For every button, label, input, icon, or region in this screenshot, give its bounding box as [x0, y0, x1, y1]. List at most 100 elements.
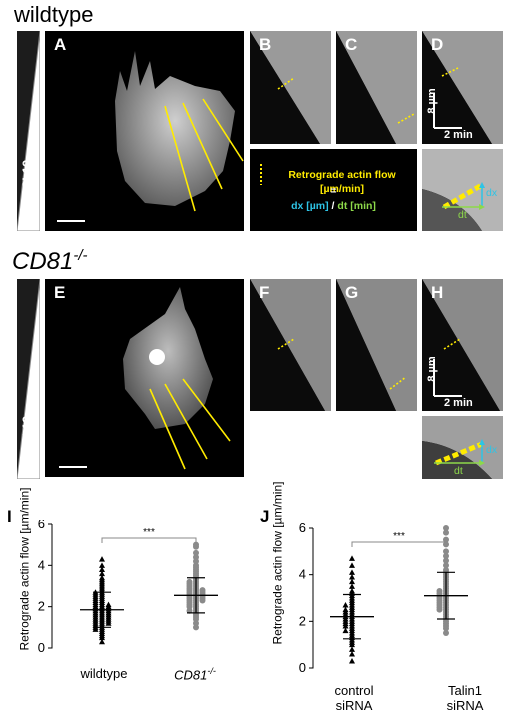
- chart-j-point-0-42: [349, 555, 355, 561]
- chart-i-point-1-0: [193, 624, 199, 631]
- ccl19-gradient-wedge: [17, 31, 40, 231]
- scale-bar-8um-2: 8 µm: [426, 356, 438, 382]
- scale-bar-2min-2: 2 min: [444, 397, 473, 409]
- panel-e-micrograph: E: [45, 279, 244, 477]
- chart-j-point-0-0: [349, 658, 355, 664]
- chart-j-point-1-42: [443, 529, 449, 536]
- chart-j-ytick-label-3: 6: [299, 520, 306, 535]
- chart-j-point-0-10: [342, 627, 349, 634]
- chart-i-point-0-63: [99, 556, 105, 562]
- chart-j-point-1-43: [443, 525, 449, 531]
- chart-j-point-1-39: [443, 548, 449, 555]
- chart-j-point-1-41: [443, 536, 449, 543]
- chart-i-category-wildtype: wildtype: [80, 666, 128, 681]
- chart-j-category-talin1: Talin1 siRNA: [446, 683, 484, 713]
- chart-j-ytick-label-0: 0: [299, 660, 306, 675]
- chart-i-point-1-49: [193, 558, 199, 565]
- panel-label-i: I: [7, 507, 12, 526]
- chart-j-point-0-27: [342, 606, 349, 613]
- chart-j-point-0-1: [349, 651, 355, 657]
- panel-label-b: B: [259, 35, 272, 54]
- cd81-title-main: CD81: [12, 248, 74, 275]
- section-title-cd81: CD81-/-: [12, 247, 88, 276]
- panel-a-micrograph: A: [45, 31, 244, 231]
- chart-j-point-0-30: [342, 602, 349, 608]
- panel-label-f: F: [259, 283, 270, 302]
- chart-j-significance-bracket: [351, 541, 447, 547]
- scale-bar-8um: 8 µm: [426, 88, 438, 114]
- chart-j-point-1-26: [436, 588, 443, 594]
- inset-dt-label-2: dt: [454, 465, 463, 477]
- flow-formula-panel: Retrograde actin flow [µm/min] = dx [µm]…: [250, 149, 417, 231]
- formula-slash: /: [328, 200, 338, 212]
- chart-j-plot: 0 2 4 6 ***: [299, 520, 468, 675]
- panel-d-inset: dx dt: [422, 149, 503, 231]
- chart-i-point-1-53: [193, 541, 199, 548]
- chart-j-point-0-39: [349, 574, 355, 580]
- chart-i-point-1-32: [199, 587, 206, 594]
- ccl19-label-2: CCL19: [20, 415, 34, 454]
- chart-i-ytick-label-0: 0: [38, 640, 45, 655]
- chart-i-point-1-50: [193, 554, 199, 561]
- chart-i-point-1-40: [186, 578, 193, 585]
- chart-i-point-0-40: [105, 601, 112, 608]
- panel-f-kymograph: F: [250, 279, 331, 411]
- panel-label-c: C: [345, 35, 358, 54]
- panel-label-j: J: [260, 507, 270, 526]
- chart-i-category-cd81: CD81-/-: [155, 664, 235, 682]
- inset-dx-label-2: dx: [486, 444, 498, 456]
- panel-c-kymograph: C: [336, 31, 417, 144]
- ccl19-label: CCL19: [20, 159, 34, 198]
- chart-i-significance-bracket: [101, 537, 197, 543]
- scale-bar-2min: 2 min: [444, 129, 473, 141]
- chart-j-point-0-41: [349, 562, 355, 568]
- chart-i-ytick-label-3: 6: [38, 520, 45, 531]
- panel-h-kymograph: H 8 µm 2 min: [422, 279, 503, 411]
- section-title-wildtype: wildtype: [14, 2, 94, 27]
- inset-dt-label: dt: [458, 209, 467, 221]
- chart-j-point-1-36: [443, 562, 449, 569]
- chart-j-point-0-2: [349, 646, 355, 652]
- chart-j-point-0-36: [349, 588, 355, 594]
- panel-label-e: E: [54, 283, 66, 302]
- chart-i-point-0-0: [99, 638, 105, 645]
- panel-label-g: G: [345, 283, 359, 302]
- cd81-category-sup: -/-: [207, 666, 216, 676]
- chart-j-ytick-label-2: 4: [299, 567, 306, 582]
- panel-b-kymograph: B: [250, 31, 331, 144]
- cd81-title-sup: -/-: [73, 247, 88, 264]
- panel-label-a: A: [54, 35, 67, 54]
- chart-i-point-1-51: [193, 549, 199, 556]
- chart-j-point-1-35: [443, 567, 449, 573]
- chart-j-point-1-38: [443, 553, 449, 559]
- chart-j-point-0-38: [349, 578, 355, 585]
- chart-i-point-0-61: [99, 566, 105, 572]
- chart-j-category-control: control siRNA: [334, 683, 374, 713]
- panel-d-kymograph: D 8 µm 2 min: [422, 31, 503, 144]
- formula-title: Retrograde actin flow [µm/min]: [288, 169, 396, 195]
- inset-dx-label: dx: [486, 187, 498, 199]
- chart-i-point-0-59: [99, 574, 105, 581]
- cd81-category-main: CD81: [174, 667, 208, 683]
- chart-i-point-0-60: [99, 570, 105, 577]
- chart-i-ytick-label-2: 4: [38, 557, 45, 572]
- chart-j-point-0-37: [349, 583, 355, 589]
- chart-i-significance-label: ***: [143, 527, 155, 538]
- chart-j-ytick-label-1: 2: [299, 613, 306, 628]
- formula-dt: dt [min]: [337, 200, 376, 212]
- chart-i-plot: 0 2 4 6 ***: [38, 520, 218, 655]
- chart-i-point-1-48: [193, 562, 199, 569]
- panel-label-d: D: [431, 35, 444, 54]
- chart-j-point-0-40: [349, 569, 355, 575]
- panel-g-kymograph: G: [336, 279, 417, 411]
- formula-dx: dx [µm]: [291, 200, 329, 212]
- formula-equals: =: [330, 185, 337, 197]
- chart-j-point-1-0: [443, 630, 449, 636]
- chart-i-point-0-62: [99, 562, 105, 568]
- chart-i-ytick-label-1: 2: [38, 599, 45, 614]
- panel-h-inset: dx dt: [422, 416, 503, 479]
- ccl19-gradient-wedge-2: [17, 279, 40, 479]
- chart-j-point-1-40: [443, 541, 449, 548]
- chart-i-point-1-1: [193, 620, 199, 627]
- panel-label-h: H: [431, 283, 444, 302]
